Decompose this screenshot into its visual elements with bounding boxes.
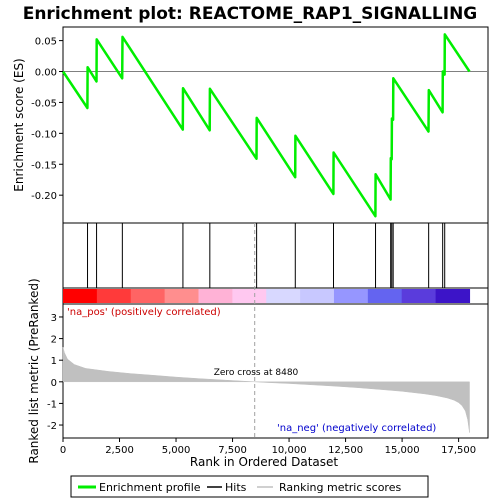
metric-y-tick-label: 2 [51, 335, 57, 346]
es-y-tick-label: -0.10 [31, 129, 57, 140]
es-y-tick-label: -0.20 [31, 191, 57, 202]
x-tick-label: 12,500 [328, 445, 363, 456]
heatmap-segment [300, 289, 335, 303]
heatmap-segment [96, 289, 132, 303]
es-y-tick-label: 0.00 [35, 68, 57, 79]
metric-y-tick-label: 0 [51, 378, 57, 389]
x-tick-label: 15,000 [385, 445, 420, 456]
es-layer [61, 33, 488, 218]
metric-y-tick-label: -1 [47, 399, 57, 410]
neg-correlated-label: 'na_neg' (negatively correlated) [277, 423, 436, 434]
legend-label-enrichment: Enrichment profile [99, 481, 201, 494]
metric-y-tick-label: -2 [47, 421, 57, 432]
x-tick-label: 10,000 [272, 445, 307, 456]
x-tick-label: 17,500 [441, 445, 476, 456]
legend-label-metric: Ranking metric scores [279, 481, 401, 494]
heatmap-segment [232, 289, 267, 303]
x-tick-label: 0 [60, 445, 66, 456]
metric-y-tick-label: 1 [51, 356, 57, 367]
heatmap-segment [164, 289, 200, 303]
heatmap-segment [130, 289, 166, 303]
heatmap-segment [401, 289, 437, 303]
pos-correlated-label: 'na_pos' (positively correlated) [67, 307, 221, 318]
es-y-tick-label: 0.05 [35, 37, 57, 48]
legend-box [70, 475, 429, 498]
metric-layer [62, 223, 470, 438]
hits-layer [87, 223, 446, 288]
ranking-metric-area [62, 347, 470, 433]
heatmap-layer [63, 289, 471, 303]
zero-cross-label: Zero cross at 8480 [214, 368, 299, 378]
x-tick-label: 5,000 [162, 445, 191, 456]
axis-layer: 0.05 0.00 -0.05 -0.10 -0.15 -0.20 3 2 1 0 -1 -2 0 2,5… [31, 37, 476, 456]
legend-label-hits: Hits [225, 481, 247, 494]
heatmap-segment [63, 289, 98, 303]
metric-y-axis-label: Ranked list metric (PreRanked) [27, 278, 41, 463]
heatmap-segment [266, 289, 301, 303]
metric-y-tick-label: 3 [51, 313, 57, 324]
x-axis-label: Rank in Ordered Dataset [190, 455, 338, 469]
enrichment-profile-line [61, 33, 471, 218]
chart-title: Enrichment plot: REACTOME_RAP1_SIGNALLIN… [23, 4, 478, 24]
chart-legend: Enrichment profile Hits Ranking metric s… [70, 475, 429, 498]
x-tick-label: 7,500 [218, 445, 247, 456]
heatmap-segment [367, 289, 403, 303]
es-y-tick-label: -0.05 [31, 98, 57, 109]
heatmap-segment [198, 289, 233, 303]
es-y-tick-label: -0.15 [31, 160, 57, 171]
x-tick-label: 2,500 [105, 445, 134, 456]
es-y-axis-label: Enrichment score (ES) [12, 58, 26, 191]
heatmap-segment [333, 289, 369, 303]
heatmap-segment [435, 289, 471, 303]
